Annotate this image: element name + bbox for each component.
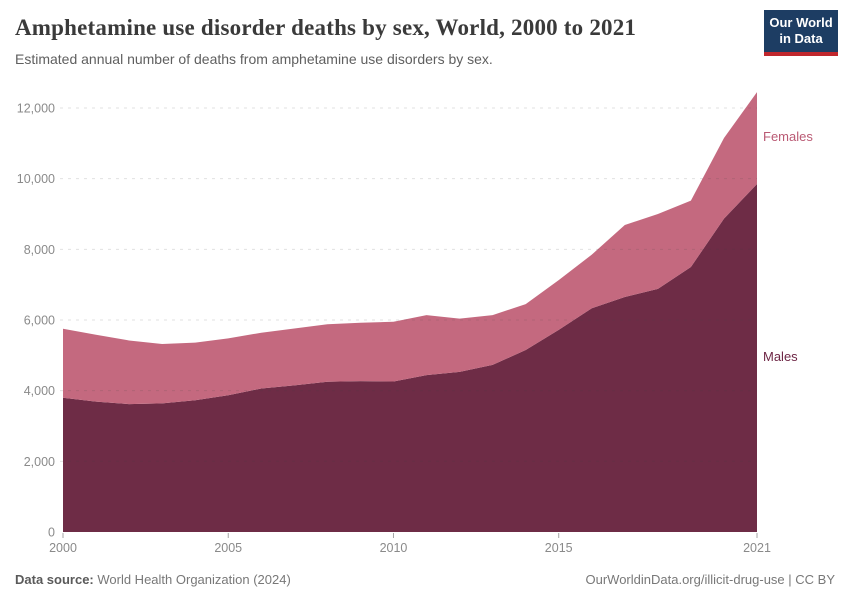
x-tick-label: 2005 bbox=[214, 541, 242, 555]
x-tick-label: 2021 bbox=[743, 541, 771, 555]
y-tick-label: 6,000 bbox=[24, 314, 55, 328]
owid-logo[interactable]: Our World in Data bbox=[764, 10, 838, 56]
y-tick-label: 2,000 bbox=[24, 455, 55, 469]
area-females[interactable] bbox=[63, 92, 757, 405]
data-source-value: World Health Organization (2024) bbox=[93, 572, 291, 587]
y-tick-label: 0 bbox=[48, 526, 55, 540]
data-source: Data source: World Health Organization (… bbox=[15, 572, 291, 587]
x-tick-label: 2015 bbox=[545, 541, 573, 555]
owid-logo-text: Our World in Data bbox=[764, 10, 838, 52]
owid-logo-line2: in Data bbox=[779, 31, 823, 47]
x-tick-label: 2000 bbox=[49, 541, 77, 555]
footer-attribution: OurWorldinData.org/illicit-drug-use | CC… bbox=[585, 572, 836, 587]
header: Amphetamine use disorder deaths by sex, … bbox=[15, 14, 750, 67]
series-label-females: Females bbox=[763, 129, 813, 145]
footer: Data source: World Health Organization (… bbox=[15, 572, 835, 587]
chart-subtitle: Estimated annual number of deaths from a… bbox=[15, 50, 493, 67]
y-tick-label: 4,000 bbox=[24, 384, 55, 398]
y-tick-label: 8,000 bbox=[24, 243, 55, 257]
y-tick-label: 10,000 bbox=[17, 172, 55, 186]
chart-title: Amphetamine use disorder deaths by sex, … bbox=[15, 15, 637, 40]
y-tick-label: 12,000 bbox=[17, 102, 55, 116]
area-males[interactable] bbox=[63, 184, 757, 532]
data-source-label: Data source: bbox=[15, 572, 94, 587]
owid-logo-red-bar bbox=[764, 51, 838, 56]
series-label-males: Males bbox=[763, 348, 798, 364]
owid-logo-line1: Our World bbox=[769, 15, 833, 30]
x-tick-label: 2010 bbox=[380, 541, 408, 555]
